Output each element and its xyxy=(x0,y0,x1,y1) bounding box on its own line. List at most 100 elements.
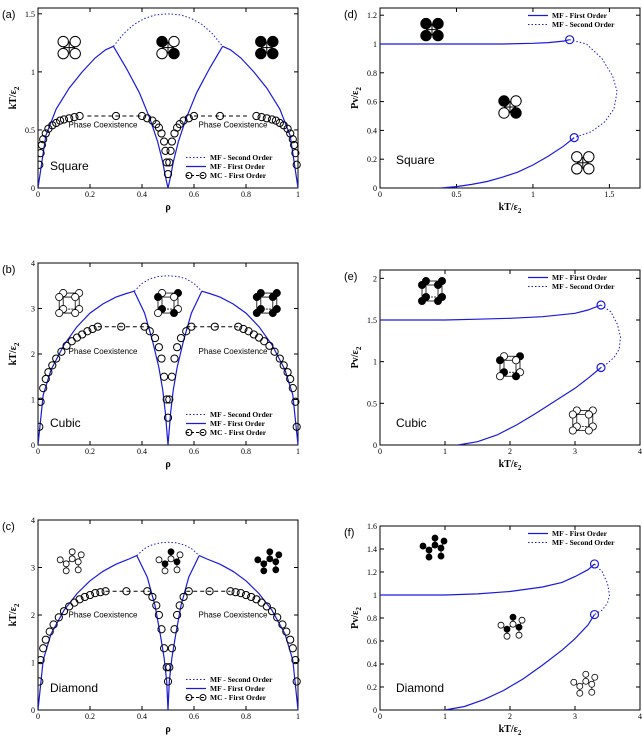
legend-label: MF - First Order xyxy=(552,11,608,20)
mc-data-point xyxy=(231,588,240,597)
mc-data-point xyxy=(78,330,87,339)
x-tick-label: 1 xyxy=(296,190,300,199)
mc-data-point xyxy=(39,384,48,393)
mc-data-point xyxy=(179,592,188,602)
mc-data-point xyxy=(275,354,284,363)
mc-data-point xyxy=(283,124,292,133)
mc-data-point xyxy=(292,160,301,169)
mc-data-point xyxy=(38,140,46,150)
lattice-icon-diamond-empty xyxy=(56,548,85,575)
series-group xyxy=(380,35,618,188)
lattice-icon-square-checker xyxy=(156,35,180,60)
mc-data-point xyxy=(286,374,295,384)
y-axis-label-subscript: 2 xyxy=(355,346,363,350)
y-axis-label-subscript: 2 xyxy=(355,87,363,91)
mc-data-point xyxy=(38,149,45,158)
mc-data-point xyxy=(44,368,53,377)
panel-d: 0 0.5 1 1.500.20.40.60.811.2kT/ε2Pv/ε2(d)Sq… xyxy=(344,7,641,215)
y-axis-label-text: kT/ε xyxy=(8,345,19,365)
mc-data-point xyxy=(162,395,171,404)
mc-data-point xyxy=(167,372,176,381)
y-axis-label: Pv/ε2 xyxy=(350,607,363,629)
mc-data-point xyxy=(291,397,300,406)
lattice-icon-diamond-empty xyxy=(570,670,599,697)
mc-data-point xyxy=(260,337,269,346)
mc-data-point xyxy=(157,354,166,363)
lattice-icon-cube-empty xyxy=(55,289,84,318)
mc-data-point xyxy=(56,116,65,125)
y-tick-label: 0.6 xyxy=(367,98,377,107)
y-tick-label: 1.6 xyxy=(367,522,377,531)
mc-data-point xyxy=(157,625,166,634)
x-tick-label: 0.8 xyxy=(241,447,251,456)
y-tick-label: 1.5 xyxy=(367,316,377,325)
mc-data-point xyxy=(291,656,300,665)
x-tick-label: 1 xyxy=(443,712,447,721)
series-group xyxy=(38,275,301,445)
legend-label: MC - First Order xyxy=(210,171,267,180)
mc-data-point xyxy=(137,111,147,121)
lattice-icon-diamond-full xyxy=(419,534,448,561)
y-tick-label: 1 xyxy=(373,358,377,367)
mc-data-point xyxy=(157,129,166,138)
y-tick-label: 0.4 xyxy=(367,126,377,135)
phase-coexistence-label: Phase Coexistence xyxy=(69,121,138,130)
lattice-icon-square-empty xyxy=(57,35,81,60)
mc-data-point xyxy=(163,677,173,686)
mc-data-point xyxy=(173,343,182,352)
mc-data-point xyxy=(38,422,44,431)
mc-data-point xyxy=(38,397,45,406)
mc-data-point xyxy=(273,613,282,622)
mc-data-point xyxy=(48,121,57,130)
mc-data-point xyxy=(241,590,251,600)
y-tick-label: 1 xyxy=(31,659,35,668)
y-axis-label-text: kT/ε xyxy=(8,89,19,109)
mc-data-point xyxy=(93,322,102,331)
mc-data-point xyxy=(163,169,173,179)
mc-data-point xyxy=(148,592,157,602)
x-axis-label-text: ρ xyxy=(165,459,170,470)
mc-data-point xyxy=(215,111,225,121)
y-axis-label-subscript: 2 xyxy=(13,86,21,90)
mc-data-point xyxy=(165,663,174,672)
legend-label: MF - Second Order xyxy=(552,538,615,547)
y-tick-label: 0 xyxy=(31,441,35,450)
legend-label: MF - Second Order xyxy=(210,153,273,162)
x-tick-label: 0.2 xyxy=(85,712,95,721)
legend-label: MF - First Order xyxy=(552,273,608,282)
legend-label: MF - First Order xyxy=(210,684,266,693)
mc-data-point xyxy=(65,602,74,611)
mf-second-order-line xyxy=(133,275,203,292)
mc-data-point xyxy=(275,118,284,128)
mc-data-point xyxy=(167,644,176,653)
x-tick-label: 0.8 xyxy=(241,190,251,199)
x-axis-label: ρ xyxy=(165,202,170,213)
mc-data-point xyxy=(282,627,291,636)
x-axis-label: kT/ε2 xyxy=(499,202,522,215)
x-tick-label: 1.5 xyxy=(604,190,614,199)
x-tick-label: 1 xyxy=(531,190,535,199)
mf-first-order-line xyxy=(133,290,169,445)
mc-data-point xyxy=(62,341,71,350)
phase-coexistence-label: Phase Coexistence xyxy=(69,610,138,619)
mf-critical-point xyxy=(589,609,600,620)
y-tick-label: 2 xyxy=(373,274,377,283)
lattice-name: Diamond xyxy=(50,681,98,695)
phase-coexistence-label: Phase Coexistence xyxy=(199,121,268,130)
mc-data-point xyxy=(257,113,266,122)
mc-data-point xyxy=(283,368,292,377)
mf-first-order-line xyxy=(457,367,602,445)
legend-swatch xyxy=(185,429,207,436)
y-axis-label-subscript: 2 xyxy=(13,342,21,346)
lattice-icon-cube-checker xyxy=(153,289,182,318)
panel-letter: (a) xyxy=(2,9,15,21)
lattice-name: Cubic xyxy=(396,416,427,430)
mc-data-point xyxy=(59,115,69,124)
x-axis-label-subscript: 2 xyxy=(518,729,522,737)
y-tick-label: 3 xyxy=(31,305,35,314)
phase-coexistence-label: Phase Coexistence xyxy=(199,347,268,356)
mc-data-point xyxy=(252,111,261,121)
mc-data-point xyxy=(265,341,274,350)
